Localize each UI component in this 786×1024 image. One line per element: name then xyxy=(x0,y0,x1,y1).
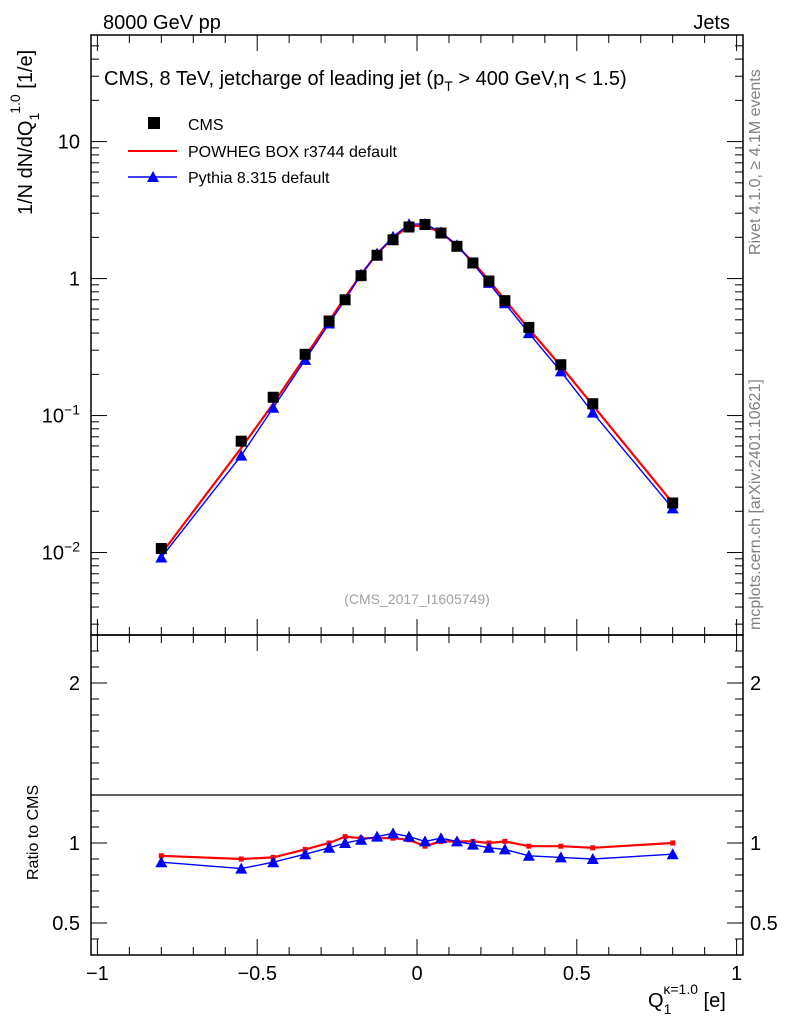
rivet-label: Rivet 4.1.0, ≥ 4.1M events xyxy=(747,69,764,255)
powheg-ratio-point xyxy=(558,843,564,849)
legend-label-powheg: POWHEG BOX r3744 default xyxy=(188,144,398,161)
ratio-tick-label-right: 1 xyxy=(750,833,761,855)
cms-point xyxy=(587,398,599,410)
ratio-y-label: Ratio to CMS xyxy=(25,785,42,880)
header-left: 8000 GeV pp xyxy=(103,12,221,34)
cms-point xyxy=(403,221,415,233)
x-axis-label: Q1κ=1.0 [e] xyxy=(648,981,726,1017)
pythia-ratio-point xyxy=(450,835,463,847)
x-tick-label: 1 xyxy=(731,963,742,985)
powheg-ratio-point xyxy=(670,840,676,846)
cms-point xyxy=(355,270,367,282)
cms-point xyxy=(467,257,479,269)
pythia-ratio-point xyxy=(403,830,416,842)
pythia-ratio-point xyxy=(267,856,280,868)
pythia-ratio-point xyxy=(586,853,599,864)
pythia-ratio-point xyxy=(498,843,511,855)
pythia-ratio-line xyxy=(161,832,673,870)
pythia-ratio-point xyxy=(299,848,312,860)
pythia-ratio-point xyxy=(466,838,479,850)
ratio-tick-label-right: 0.5 xyxy=(750,913,778,935)
analysis-tag: (CMS_2017_I1605749) xyxy=(344,591,490,607)
pythia-ratio-point xyxy=(554,851,567,863)
cms-point xyxy=(339,294,351,306)
powheg-ratio-point xyxy=(342,834,348,840)
powheg-ratio-point xyxy=(526,843,532,849)
cms-point xyxy=(483,275,495,287)
y-tick-label: 10−2 xyxy=(42,539,80,565)
powheg-ratio-point xyxy=(158,853,164,859)
x-tick-label: −0.5 xyxy=(237,963,276,985)
y-tick-label: 10−1 xyxy=(42,402,80,428)
x-tick-label: 0.5 xyxy=(563,963,591,985)
cms-point xyxy=(387,234,399,246)
cms-point xyxy=(267,391,279,403)
pythia-ratio-point xyxy=(155,856,168,868)
chart-title: CMS, 8 TeV, jetcharge of leading jet (pT… xyxy=(104,68,627,94)
header-right: Jets xyxy=(693,12,730,34)
cms-point xyxy=(667,497,679,509)
legend-marker-cms xyxy=(148,117,160,129)
cms-point xyxy=(451,240,463,252)
pythia-ratio-point xyxy=(387,827,400,839)
pythia-ratio-point xyxy=(371,830,384,842)
pythia-ratio-point xyxy=(418,835,431,847)
pythia-ratio-point xyxy=(482,841,495,853)
powheg-ratio-point xyxy=(238,856,244,862)
pythia-point xyxy=(155,551,168,563)
cms-point xyxy=(155,543,167,555)
pythia-point xyxy=(235,449,248,461)
powheg-ratio-line xyxy=(161,835,673,861)
ratio-tick-label-left: 2 xyxy=(69,673,80,695)
cms-point xyxy=(299,348,311,360)
powheg-ratio-point xyxy=(502,838,508,844)
y-tick-label: 10 xyxy=(58,132,80,154)
ratio-tick-label-right: 2 xyxy=(750,673,761,695)
legend-marker-pythia xyxy=(147,171,159,182)
pythia-ratio-point xyxy=(666,848,679,860)
cms-point xyxy=(323,315,335,327)
pythia-ratio-point xyxy=(323,841,336,853)
cms-point xyxy=(235,435,247,447)
pythia-point xyxy=(586,406,599,418)
pythia-ratio-point xyxy=(434,832,447,844)
cms-point xyxy=(435,227,447,239)
pythia-ratio-point xyxy=(339,837,352,848)
powheg-line xyxy=(160,224,674,555)
cms-point xyxy=(419,219,431,231)
ratio-tick-label-left: 1 xyxy=(69,833,80,855)
legend: CMS POWHEG BOX r3744 default Pythia 8.31… xyxy=(128,117,398,187)
pythia-point xyxy=(267,401,280,413)
x-tick-label: 0 xyxy=(411,963,422,985)
cms-point xyxy=(555,359,567,371)
cms-point xyxy=(371,249,383,261)
cms-point xyxy=(499,295,511,307)
legend-label-pythia: Pythia 8.315 default xyxy=(188,170,330,187)
mcplots-label: mcplots.cern.ch [arXiv:2401.10621] xyxy=(747,379,764,630)
powheg-ratio-point xyxy=(590,845,596,851)
legend-label-cms: CMS xyxy=(188,117,224,134)
pythia-ratio-point xyxy=(355,833,368,845)
cms-point xyxy=(523,321,535,333)
pythia-ratio-point xyxy=(235,862,248,874)
ratio-tick-label-left: 0.5 xyxy=(52,913,80,935)
y-axis-label: 1/N dN/dQ11.0 [1/e] xyxy=(7,50,42,215)
pythia-ratio-point xyxy=(522,849,535,861)
pythia-point xyxy=(554,365,567,377)
x-tick-label: −1 xyxy=(86,963,109,985)
pythia-line xyxy=(160,223,674,558)
y-tick-label: 1 xyxy=(69,269,80,291)
